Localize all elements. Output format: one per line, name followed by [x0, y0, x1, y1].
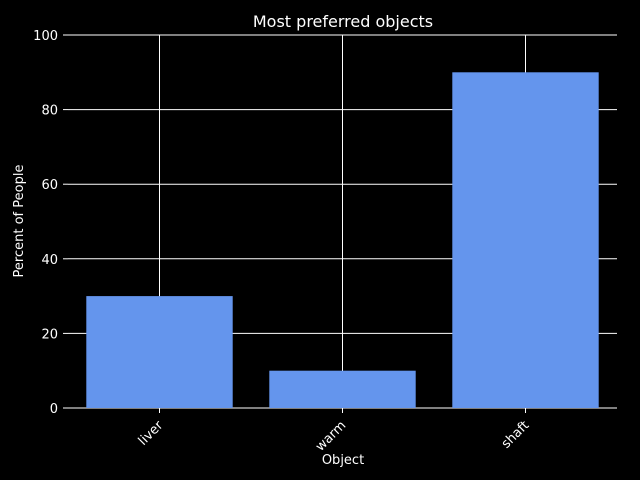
bar-warm: [269, 370, 416, 408]
y-tick-label: 80: [41, 104, 58, 119]
y-tick-label: 100: [33, 29, 58, 44]
bar-liver: [86, 296, 233, 408]
chart-title: Most preferred objects: [253, 12, 433, 31]
y-tick-label: 40: [41, 253, 58, 268]
y-axis-label: Percent of People: [12, 165, 27, 278]
bar-shaft: [452, 72, 599, 409]
y-tick-label: 0: [50, 402, 58, 417]
y-tick-label: 60: [41, 178, 58, 193]
y-tick-label: 20: [41, 327, 58, 342]
y-axis: 0 20 40 60 80 100: [33, 29, 68, 417]
x-axis-label: Object: [322, 453, 364, 468]
bars: [86, 72, 599, 409]
